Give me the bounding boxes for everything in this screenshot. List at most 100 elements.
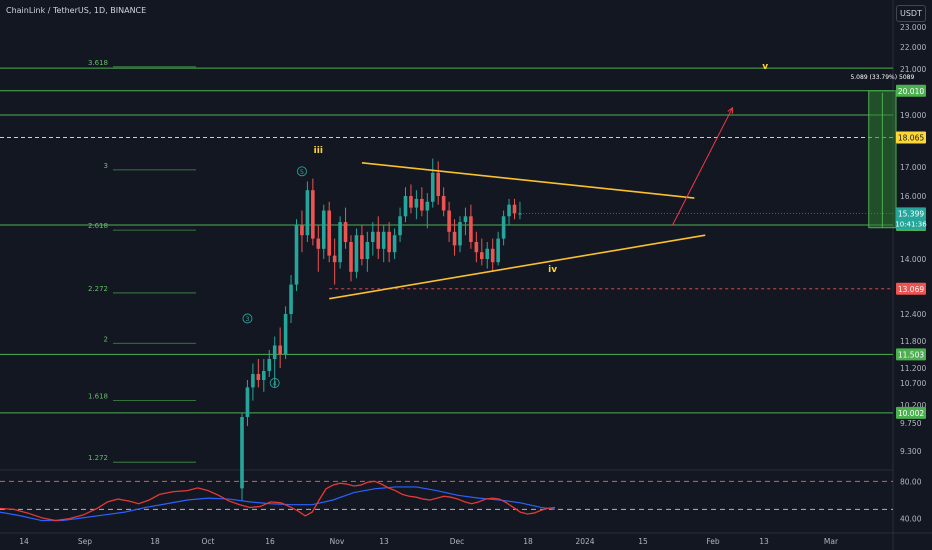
candle-body <box>436 172 440 196</box>
x-tick-label: 13 <box>379 537 389 546</box>
fib-level-label: 1.618 <box>88 393 108 401</box>
candle-body <box>272 345 277 359</box>
candle-body <box>256 374 261 380</box>
symbol-interval: 1D <box>93 6 106 15</box>
wave-roman-label: v <box>762 62 768 72</box>
candle-body <box>354 235 359 272</box>
y-tick-label: 23.000 <box>900 23 926 32</box>
candle-body <box>392 235 397 253</box>
wave-number-label: 4 <box>273 380 277 388</box>
x-tick-label: Nov <box>330 537 345 546</box>
y-tick-label: 11.200 <box>900 364 926 373</box>
fib-level-label: 2 <box>104 335 108 343</box>
wave-circle-marker <box>269 378 280 388</box>
candle-body <box>360 235 364 259</box>
candle-body <box>409 196 413 208</box>
candle-body <box>512 204 517 214</box>
candle-body <box>485 248 490 259</box>
rsi-line <box>0 480 556 522</box>
candle-body <box>447 210 451 232</box>
rsi-level-label: 80.00 <box>900 477 922 486</box>
candle-body <box>381 231 386 249</box>
y-tick-label: 16.000 <box>900 192 926 201</box>
wave-number-label: 3 <box>245 315 249 323</box>
fib-level-label: 1.272 <box>88 454 108 462</box>
symbol-name: ChainLink / TetherUS <box>6 6 89 15</box>
currency-button[interactable]: USDT <box>896 5 926 22</box>
candle-body <box>321 210 326 249</box>
candle-body <box>463 216 468 223</box>
symbol-title: ChainLink / TetherUS, 1D, BINANCE <box>6 6 147 15</box>
y-tick-label: 22.000 <box>900 43 926 52</box>
level-price-badge: 18.065 <box>898 133 924 142</box>
x-tick-label: 18 <box>150 537 160 546</box>
level-price-badge: 10.002 <box>898 409 924 418</box>
candle-body <box>343 222 348 242</box>
current-price-badge-bg <box>896 207 926 230</box>
candle-body <box>245 387 250 417</box>
x-tick-label: 2024 <box>575 537 594 546</box>
y-tick-label: 9.300 <box>900 447 922 456</box>
candle-body <box>349 242 353 272</box>
x-tick-label: Sep <box>78 537 92 546</box>
candle-body <box>267 359 272 371</box>
candle-body <box>480 252 484 259</box>
candle-body <box>376 231 381 249</box>
candle-body <box>371 231 375 242</box>
fib-level-label: 3.618 <box>88 59 108 67</box>
candle-body <box>403 196 408 217</box>
target-arrow-head <box>727 106 734 114</box>
candle-body <box>283 314 288 355</box>
candle-body <box>316 238 321 249</box>
wave-roman-label: iii <box>314 146 323 156</box>
candle-body <box>294 225 299 285</box>
rsi-ma-line <box>0 486 556 522</box>
candle-body <box>251 374 255 388</box>
support-price-badge: 13.069 <box>898 285 924 294</box>
triangle-trendline <box>329 234 706 300</box>
candle-body <box>311 190 315 239</box>
candle-body <box>387 231 391 253</box>
level-price-badge-bg <box>896 406 926 419</box>
current-price-badge: 15.399 <box>898 209 924 218</box>
x-tick-label: Feb <box>706 537 720 546</box>
rsi-level-label: 40.00 <box>900 515 922 524</box>
level-price-badge: 20.010 <box>898 87 924 96</box>
y-tick-label: 17.000 <box>900 163 926 172</box>
candle-body <box>474 242 479 253</box>
triangle-trendline <box>361 162 695 199</box>
x-tick-label: Dec <box>450 537 465 546</box>
y-tick-label: 21.000 <box>900 65 926 74</box>
support-price-badge-bg <box>896 282 926 295</box>
current-price-badge-countdown: 10:41:36 <box>895 220 927 228</box>
candle-body <box>441 196 446 211</box>
wave-circle-marker <box>297 166 307 177</box>
x-tick-label: 18 <box>523 537 533 546</box>
x-tick-label: 13 <box>759 537 769 546</box>
candle-body <box>501 216 506 239</box>
y-tick-label: 14.000 <box>900 255 926 264</box>
x-tick-label: Oct <box>202 537 215 546</box>
candle-body <box>458 222 462 246</box>
candle-body <box>507 204 511 217</box>
candle-body <box>425 201 430 211</box>
level-price-badge-bg <box>896 348 926 361</box>
fib-level-label: 2.272 <box>88 285 108 293</box>
fib-level-label: 2.618 <box>88 222 108 230</box>
target-arrow-line <box>672 107 733 226</box>
level-price-badge: 11.503 <box>898 350 924 359</box>
y-tick-label: 10.700 <box>900 379 926 388</box>
candle-body <box>240 417 244 489</box>
y-tick-label: 9.750 <box>900 419 922 428</box>
candle-body <box>490 248 495 263</box>
candle-body <box>414 198 419 208</box>
candle-body <box>365 242 370 259</box>
x-tick-label: 16 <box>265 537 275 546</box>
y-tick-label: 19.000 <box>900 111 926 120</box>
candle-body <box>289 284 293 314</box>
candle-body <box>420 198 424 211</box>
y-tick-label: 10.200 <box>900 401 926 410</box>
candle-body <box>300 225 304 236</box>
